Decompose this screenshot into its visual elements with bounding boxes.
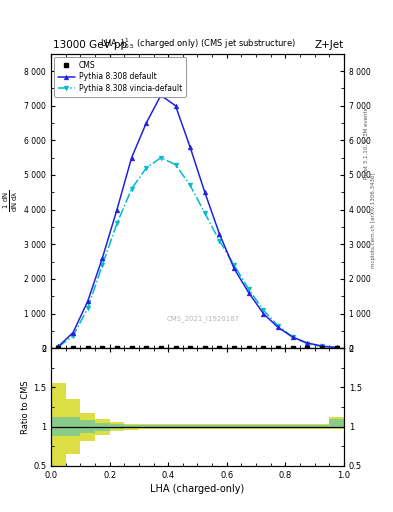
Pythia 8.308 vincia-default: [56, 344, 61, 350]
Pythia 8.308 vincia-default: [71, 333, 75, 339]
CMS: [100, 345, 105, 351]
Pythia 8.308 default: [305, 340, 310, 346]
Text: 13000 GeV pp: 13000 GeV pp: [53, 40, 127, 50]
Y-axis label: Ratio to CMS: Ratio to CMS: [21, 380, 30, 434]
Pythia 8.308 default: [202, 189, 207, 196]
CMS: [290, 345, 295, 351]
Text: LHA $\lambda^{1}_{0.5}$ (charged only) (CMS jet substructure): LHA $\lambda^{1}_{0.5}$ (charged only) (…: [99, 36, 296, 51]
CMS: [173, 345, 178, 351]
Pythia 8.308 default: [129, 155, 134, 161]
CMS: [305, 345, 310, 351]
Y-axis label: $\mathregular{\frac{1}{\mathrm{d}N}\frac{\mathrm{d}N}{\mathrm{d}\lambda}}$: $\mathregular{\frac{1}{\mathrm{d}N}\frac…: [2, 190, 20, 212]
Pythia 8.308 vincia-default: [188, 182, 193, 188]
X-axis label: LHA (charged-only): LHA (charged-only): [151, 484, 244, 494]
Legend: CMS, Pythia 8.308 default, Pythia 8.308 vincia-default: CMS, Pythia 8.308 default, Pythia 8.308 …: [54, 57, 185, 97]
CMS: [320, 345, 324, 351]
CMS: [56, 345, 61, 351]
Pythia 8.308 vincia-default: [173, 161, 178, 167]
Pythia 8.308 default: [85, 298, 90, 305]
Pythia 8.308 vincia-default: [202, 210, 207, 216]
CMS: [275, 345, 280, 351]
Pythia 8.308 default: [290, 334, 295, 340]
Text: Rivet 3.1.10, ≥ 3M events: Rivet 3.1.10, ≥ 3M events: [364, 108, 369, 179]
Pythia 8.308 vincia-default: [275, 323, 280, 329]
Pythia 8.308 default: [320, 343, 324, 349]
CMS: [71, 345, 75, 351]
CMS: [246, 345, 251, 351]
Pythia 8.308 default: [56, 344, 61, 350]
Pythia 8.308 vincia-default: [261, 307, 266, 313]
Text: CMS_2021_I1920187: CMS_2021_I1920187: [167, 315, 240, 322]
Pythia 8.308 default: [115, 206, 119, 212]
Pythia 8.308 vincia-default: [290, 334, 295, 340]
Pythia 8.308 vincia-default: [217, 238, 222, 244]
Line: CMS: CMS: [56, 346, 339, 350]
CMS: [217, 345, 222, 351]
Pythia 8.308 vincia-default: [334, 345, 339, 351]
Pythia 8.308 vincia-default: [100, 262, 105, 268]
Pythia 8.308 default: [217, 231, 222, 237]
CMS: [129, 345, 134, 351]
CMS: [144, 345, 149, 351]
Text: mcplots.cern.ch [arXiv:1306.3436]: mcplots.cern.ch [arXiv:1306.3436]: [371, 173, 376, 268]
CMS: [261, 345, 266, 351]
CMS: [334, 345, 339, 351]
Pythia 8.308 vincia-default: [115, 220, 119, 226]
CMS: [188, 345, 193, 351]
Pythia 8.308 default: [71, 330, 75, 336]
Pythia 8.308 default: [232, 265, 237, 271]
Pythia 8.308 vincia-default: [320, 344, 324, 350]
Pythia 8.308 default: [246, 290, 251, 296]
Pythia 8.308 default: [173, 102, 178, 109]
Pythia 8.308 default: [275, 324, 280, 330]
Pythia 8.308 vincia-default: [144, 165, 149, 171]
Pythia 8.308 default: [261, 310, 266, 316]
Line: Pythia 8.308 default: Pythia 8.308 default: [56, 93, 339, 350]
Pythia 8.308 vincia-default: [158, 155, 163, 161]
CMS: [115, 345, 119, 351]
CMS: [202, 345, 207, 351]
CMS: [158, 345, 163, 351]
Pythia 8.308 default: [100, 255, 105, 261]
Pythia 8.308 vincia-default: [246, 286, 251, 292]
CMS: [232, 345, 237, 351]
Line: Pythia 8.308 vincia-default: Pythia 8.308 vincia-default: [56, 155, 339, 350]
Pythia 8.308 default: [144, 120, 149, 126]
Pythia 8.308 default: [188, 144, 193, 151]
Pythia 8.308 vincia-default: [232, 262, 237, 268]
Pythia 8.308 vincia-default: [305, 340, 310, 347]
Pythia 8.308 default: [334, 345, 339, 351]
Pythia 8.308 vincia-default: [85, 305, 90, 311]
CMS: [85, 345, 90, 351]
Pythia 8.308 default: [158, 92, 163, 98]
Pythia 8.308 vincia-default: [129, 186, 134, 192]
Text: Z+Jet: Z+Jet: [315, 40, 344, 50]
